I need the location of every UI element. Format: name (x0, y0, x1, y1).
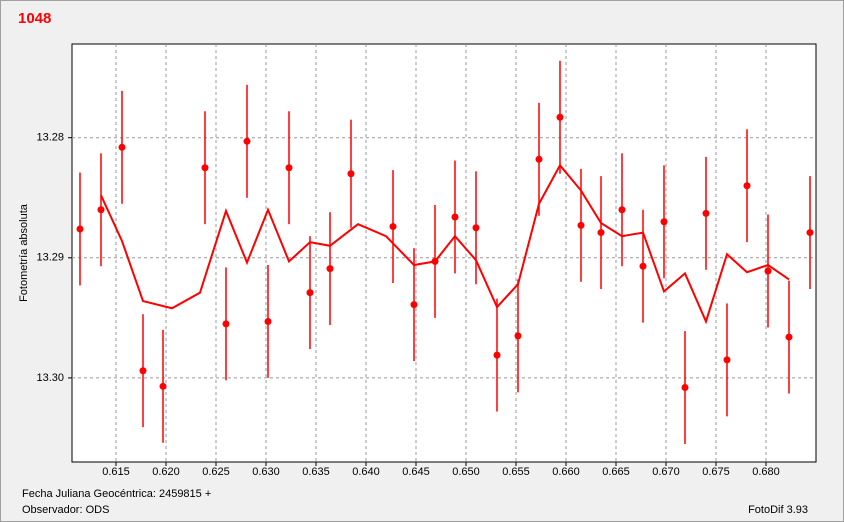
x-axis-label: Fecha Juliana Geocéntrica: 2459815 + (22, 488, 211, 500)
data-point (326, 265, 334, 273)
data-point (472, 224, 480, 232)
data-point (159, 382, 167, 390)
plot-area (71, 43, 817, 463)
data-point (743, 182, 751, 190)
data-point (139, 367, 147, 375)
data-point (201, 164, 209, 172)
data-point (118, 143, 126, 151)
data-point (76, 225, 84, 233)
x-tick-label: 0.615 (102, 466, 130, 478)
x-tick-label: 0.625 (202, 466, 230, 478)
trend-line (100, 163, 790, 325)
x-tick-label: 0.655 (502, 466, 530, 478)
data-point (806, 229, 814, 237)
software: FotoDif 3.93 (748, 504, 808, 516)
x-tick-label: 0.670 (652, 466, 680, 478)
data-point (660, 218, 668, 226)
x-tick-label: 0.665 (602, 466, 630, 478)
x-tick-label: 0.645 (402, 466, 430, 478)
y-tick-label: 13.29 (36, 252, 64, 264)
data-point (556, 113, 564, 121)
data-point (514, 332, 522, 340)
observer: Observador: ODS (22, 504, 109, 516)
x-tick-label: 0.650 (452, 466, 480, 478)
data-point (243, 137, 251, 145)
data-point (410, 301, 418, 309)
data-point (639, 262, 647, 270)
x-tick-label: 0.675 (702, 466, 730, 478)
data-point (306, 289, 314, 297)
x-tick-label: 0.660 (552, 466, 580, 478)
y-tick-label: 13.30 (36, 372, 64, 384)
data-point (389, 223, 397, 231)
data-point (285, 164, 293, 172)
data-point (347, 170, 355, 178)
data-point (577, 221, 585, 229)
data-point (97, 206, 105, 214)
data-point (681, 384, 689, 392)
data-point (618, 206, 626, 214)
x-tick-label: 0.680 (752, 466, 780, 478)
data-point (451, 213, 459, 221)
x-tick-label: 0.620 (152, 466, 180, 478)
chart-title: 1048 (18, 10, 51, 27)
data-point (702, 209, 710, 217)
x-tick-label: 0.640 (352, 466, 380, 478)
data-point (493, 351, 501, 359)
x-tick-label: 0.630 (252, 466, 280, 478)
x-tick-label: 0.635 (302, 466, 330, 478)
data-point (597, 229, 605, 237)
data-point (723, 356, 731, 364)
data-point (222, 320, 230, 328)
data-point (764, 267, 772, 275)
y-tick-label: 13.28 (36, 132, 64, 144)
data-point (535, 155, 543, 163)
y-axis-label: Fotometría absoluta (18, 203, 30, 302)
data-point (785, 333, 793, 341)
data-point (264, 317, 272, 325)
